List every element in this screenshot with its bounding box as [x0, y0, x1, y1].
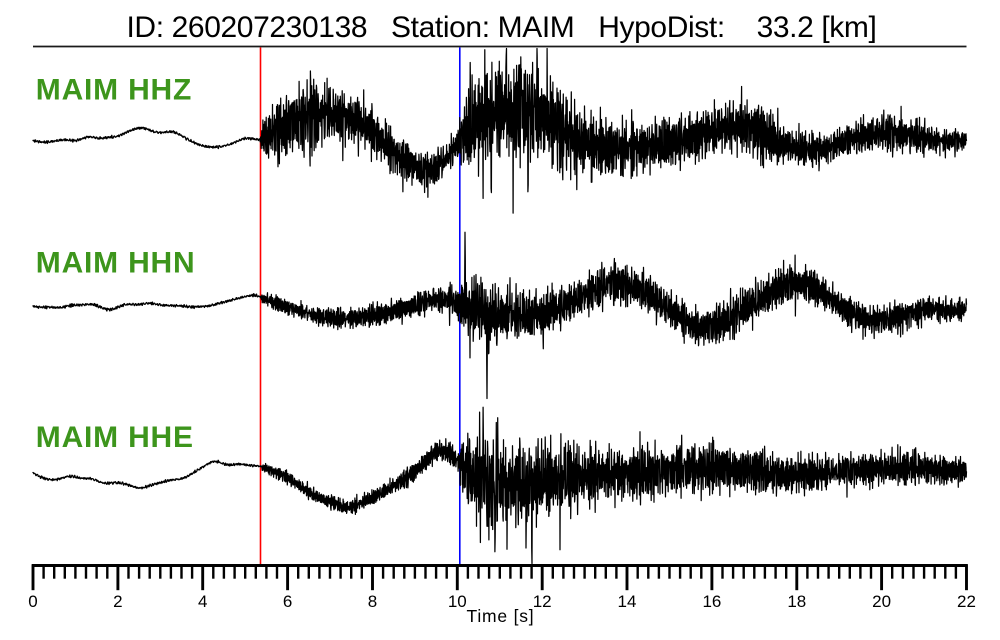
svg-text:4: 4 — [198, 592, 207, 611]
svg-text:8: 8 — [368, 592, 377, 611]
svg-text:6: 6 — [283, 592, 292, 611]
svg-text:16: 16 — [702, 592, 721, 611]
svg-text:Time [s]: Time [s] — [467, 606, 535, 626]
svg-text:MAIM HHZ: MAIM HHZ — [36, 73, 192, 106]
svg-text:18: 18 — [787, 592, 806, 611]
svg-text:22: 22 — [957, 592, 976, 611]
svg-text:ID: 260207230138 Station: MA: ID: 260207230138 Station: MAIM HypoDist:… — [126, 11, 876, 44]
svg-text:20: 20 — [872, 592, 891, 611]
svg-text:MAIM HHE: MAIM HHE — [36, 421, 194, 454]
svg-text:14: 14 — [618, 592, 637, 611]
svg-text:12: 12 — [533, 592, 552, 611]
svg-text:10: 10 — [448, 592, 467, 611]
svg-text:MAIM HHN: MAIM HHN — [36, 246, 196, 279]
svg-text:0: 0 — [28, 592, 37, 611]
svg-text:2: 2 — [113, 592, 122, 611]
